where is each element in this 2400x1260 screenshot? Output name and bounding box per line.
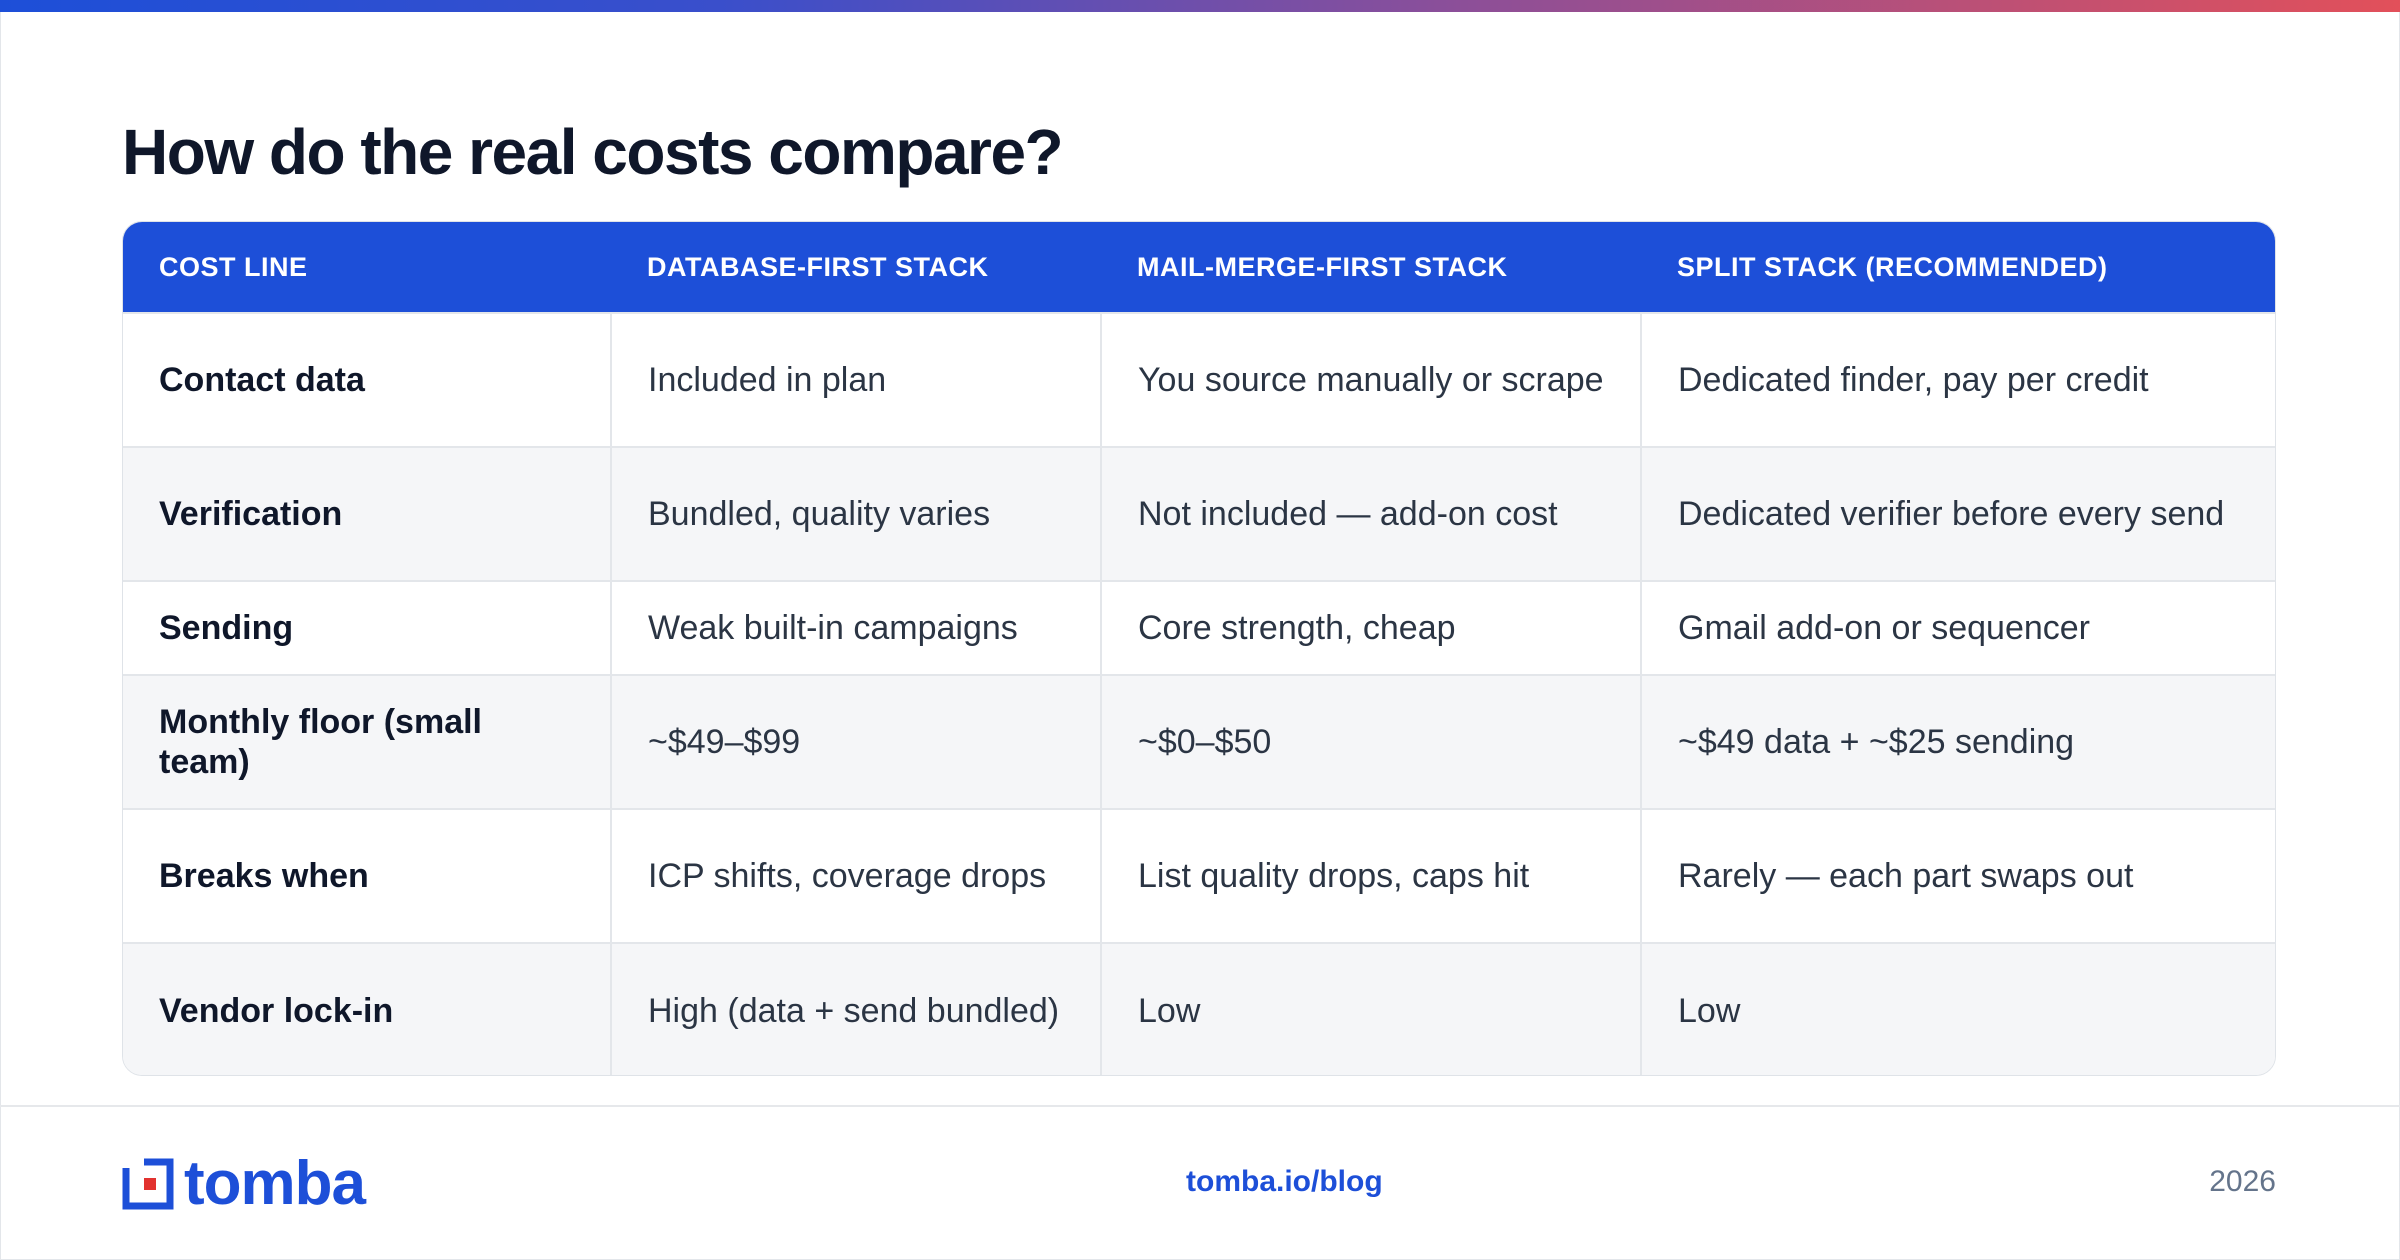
table-cell: Core strength, cheap <box>1101 580 1642 675</box>
table-row: Monthly floor (small team) ~$49–$99 ~$0–… <box>123 674 2275 809</box>
row-label: Verification <box>123 446 612 581</box>
footer-divider <box>0 1105 2400 1107</box>
table-row: Contact data Included in plan You source… <box>123 312 2275 447</box>
blog-link[interactable]: tomba.io/blog <box>1186 1165 1383 1198</box>
header-split-stack: SPLIT STACK (RECOMMENDED) <box>1677 251 2108 282</box>
row-label: Monthly floor (small team) <box>123 674 612 809</box>
table-cell: Included in plan <box>611 312 1102 447</box>
table-row: Verification Bundled, quality varies Not… <box>123 446 2275 581</box>
table-cell: Not included — add-on cost <box>1101 446 1642 581</box>
table-cell: Dedicated verifier before every send <box>1641 446 2275 581</box>
table-cell: ~$0–$50 <box>1101 674 1642 809</box>
table-cell: ~$49 data + ~$25 sending <box>1641 674 2275 809</box>
table-cell: Dedicated finder, pay per credit <box>1641 312 2275 447</box>
table-cell: High (data + send bundled) <box>611 942 1102 1075</box>
row-label: Contact data <box>123 312 612 447</box>
table-cell: ~$49–$99 <box>611 674 1102 809</box>
table-header-row: COST LINE DATABASE-FIRST STACK MAIL-MERG… <box>123 222 2275 313</box>
table-cell: ICP shifts, coverage drops <box>611 808 1102 943</box>
table-cell: List quality drops, caps hit <box>1101 808 1642 943</box>
table-cell: Low <box>1641 942 2275 1075</box>
table-cell: Weak built-in campaigns <box>611 580 1102 675</box>
tomba-logo-icon <box>122 1158 174 1210</box>
table-row: Breaks when ICP shifts, coverage drops L… <box>123 808 2275 943</box>
row-label: Breaks when <box>123 808 612 943</box>
header-mail-merge-first: MAIL-MERGE-FIRST STACK <box>1137 251 1508 282</box>
row-label: Vendor lock-in <box>123 942 612 1075</box>
table-row: Sending Weak built-in campaigns Core str… <box>123 580 2275 675</box>
table-cell: Gmail add-on or sequencer <box>1641 580 2275 675</box>
top-accent-bar <box>0 0 2400 12</box>
table-cell: Bundled, quality varies <box>611 446 1102 581</box>
cost-comparison-table: COST LINE DATABASE-FIRST STACK MAIL-MERG… <box>122 221 2276 1076</box>
table-cell: Low <box>1101 942 1642 1075</box>
header-database-first: DATABASE-FIRST STACK <box>647 251 989 282</box>
header-cost-line: COST LINE <box>159 251 308 282</box>
logo-wordmark: tomba <box>184 1149 366 1218</box>
row-label: Sending <box>123 580 612 675</box>
footer-year: 2026 <box>2209 1165 2276 1198</box>
table-row: Vendor lock-in High (data + send bundled… <box>123 942 2275 1075</box>
tomba-logo: tomba <box>122 1149 366 1218</box>
table-cell: Rarely — each part swaps out <box>1641 808 2275 943</box>
page-title: How do the real costs compare? <box>122 116 1064 188</box>
table-cell: You source manually or scrape <box>1101 312 1642 447</box>
